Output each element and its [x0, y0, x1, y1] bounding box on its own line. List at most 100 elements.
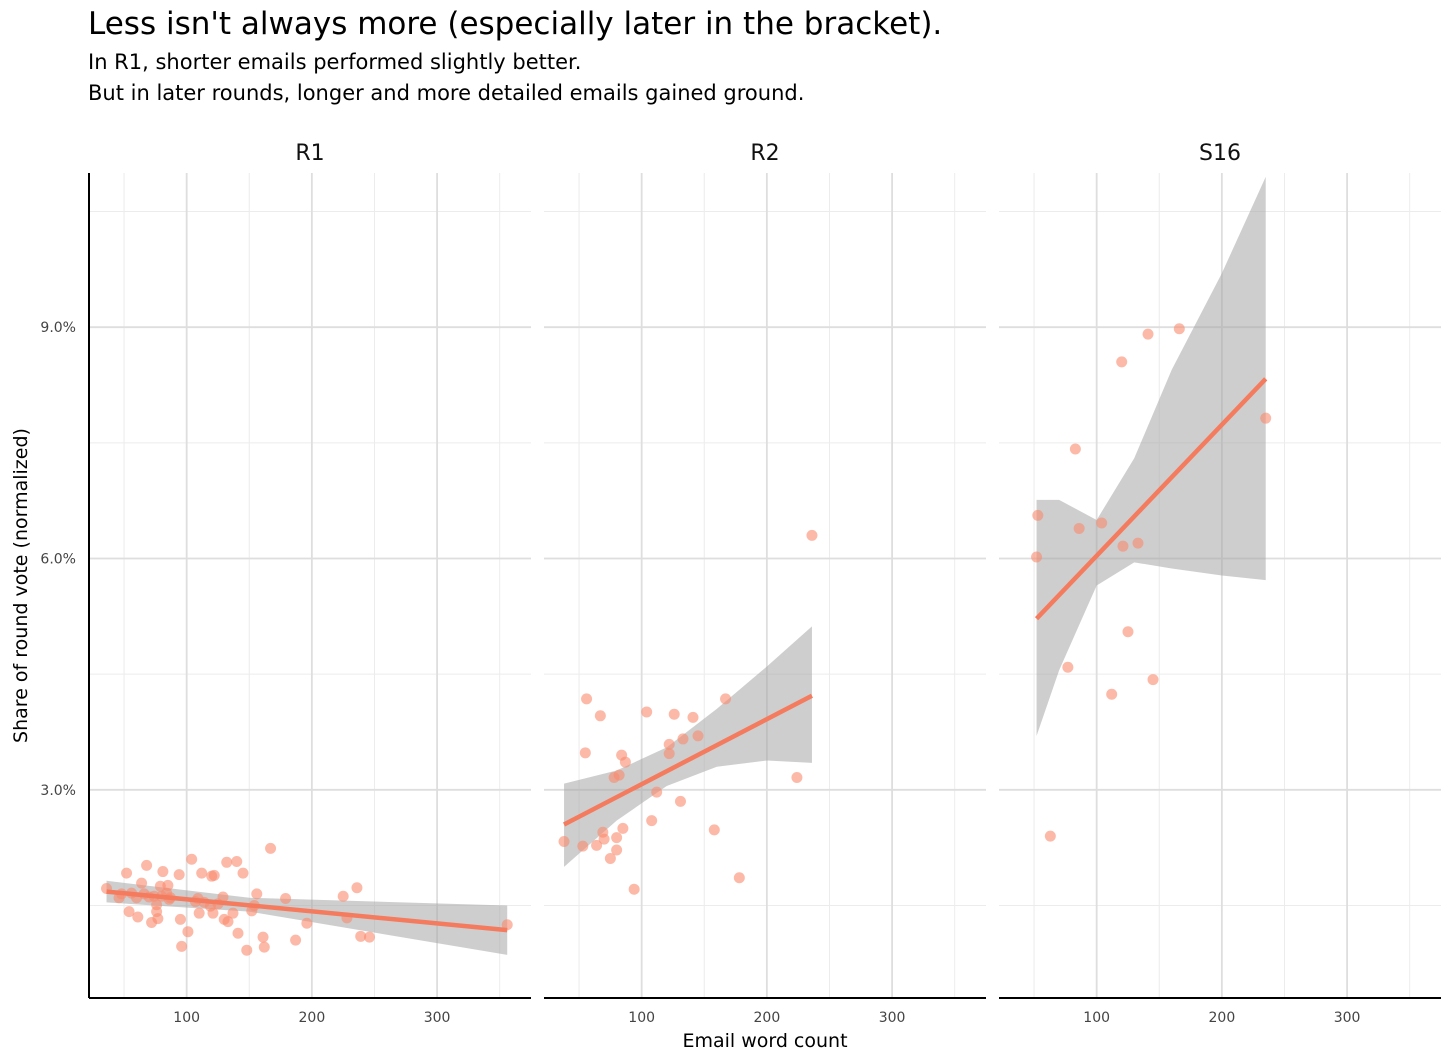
data-point-r2: [617, 822, 629, 834]
data-point-r2: [720, 693, 732, 705]
x-tick-label: 200: [1209, 1010, 1236, 1026]
data-point-s16: [1173, 323, 1185, 335]
data-point-r1: [221, 856, 233, 868]
x-tick-label: 100: [1083, 1010, 1110, 1026]
data-point-r2: [594, 710, 606, 722]
data-point-r1: [208, 869, 220, 881]
data-point-r1: [258, 941, 270, 953]
x-tick-label: 200: [299, 1010, 326, 1026]
x-tick-label: 100: [628, 1010, 655, 1026]
facet-label-r1: R1: [295, 141, 324, 166]
data-point-r2: [611, 844, 623, 856]
confidence-band-s16: [1036, 176, 1266, 736]
data-point-r1: [237, 867, 249, 879]
data-point-r1: [290, 934, 302, 946]
data-point-r2: [641, 706, 653, 718]
data-point-r2: [733, 872, 745, 884]
facet-label-r2: R2: [750, 141, 779, 166]
data-point-r1: [176, 940, 188, 952]
chart-title: Less isn't always more (especially later…: [88, 6, 943, 42]
x-axis-title: Email word count: [682, 1030, 847, 1052]
data-point-r2: [619, 756, 631, 768]
trend-line-s16: [1034, 377, 1268, 621]
data-point-r2: [663, 738, 675, 750]
y-tick-label: 9.0%: [40, 320, 76, 336]
data-point-s16: [1260, 412, 1272, 424]
data-point-s16: [1132, 537, 1144, 549]
x-tick-label: 100: [173, 1010, 200, 1026]
data-point-r1: [241, 944, 253, 956]
data-point-r1: [265, 842, 277, 854]
data-point-r1: [351, 882, 363, 894]
data-point-r2: [611, 832, 623, 844]
data-point-s16: [1122, 626, 1134, 638]
data-point-s16: [1147, 674, 1159, 686]
data-point-r1: [186, 853, 198, 865]
data-point-r2: [579, 747, 591, 759]
data-point-r1: [152, 913, 164, 925]
data-point-r1: [363, 931, 375, 943]
data-point-r2: [558, 835, 570, 847]
chart-subtitle-line-2: But in later rounds, longer and more det…: [88, 81, 805, 105]
data-point-r2: [687, 711, 699, 723]
data-point-r1: [173, 869, 185, 881]
data-point-r1: [355, 930, 367, 942]
x-tick-label: 200: [754, 1010, 781, 1026]
x-tick-label: 300: [1334, 1010, 1361, 1026]
x-tick-label: 300: [424, 1010, 451, 1026]
data-point-r1: [193, 907, 205, 919]
y-axis-title: Share of round vote (normalized): [10, 428, 32, 743]
data-point-r1: [251, 888, 263, 900]
data-point-r2: [663, 748, 675, 760]
facet-label-s16: S16: [1199, 141, 1241, 166]
data-point-r1: [280, 893, 292, 905]
x-tick-label: 300: [879, 1010, 906, 1026]
data-point-r1: [151, 899, 163, 911]
trend-line-r1: [106, 889, 508, 933]
data-point-s16: [1062, 661, 1074, 673]
data-point-r2: [692, 730, 704, 742]
data-point-r2: [646, 815, 658, 827]
data-point-r2: [628, 883, 640, 895]
data-point-r1: [337, 890, 349, 902]
data-point-r1: [182, 926, 194, 938]
data-point-s16: [1142, 328, 1154, 340]
data-point-r1: [123, 906, 135, 918]
data-point-r1: [232, 927, 244, 939]
data-point-r1: [174, 913, 186, 925]
trend-line-r2: [562, 693, 813, 827]
data-point-r1: [136, 877, 148, 889]
data-point-r1: [121, 867, 133, 879]
data-point-r2: [806, 529, 818, 541]
data-point-s16: [1032, 509, 1044, 521]
data-point-r2: [668, 708, 680, 720]
data-point-r2: [651, 786, 663, 798]
confidence-band-r2: [564, 626, 812, 867]
data-point-r2: [677, 733, 689, 745]
data-point-r1: [217, 891, 229, 903]
data-point-r2: [791, 771, 803, 783]
y-tick-label: 6.0%: [40, 552, 76, 568]
data-point-r2: [591, 839, 603, 851]
data-point-r1: [132, 911, 144, 923]
data-point-s16: [1106, 688, 1118, 700]
data-point-r1: [257, 931, 269, 943]
data-point-s16: [1117, 540, 1129, 552]
data-point-r1: [162, 879, 174, 891]
data-point-s16: [1044, 830, 1056, 842]
y-tick-label: 3.0%: [40, 783, 76, 799]
data-point-r1: [301, 917, 313, 929]
data-point-r1: [222, 916, 234, 928]
data-point-r1: [196, 867, 208, 879]
data-point-s16: [1031, 551, 1043, 563]
data-point-r2: [577, 840, 589, 852]
data-point-s16: [1069, 443, 1081, 455]
data-point-r2: [708, 824, 720, 836]
data-point-r2: [613, 769, 625, 781]
data-point-r1: [501, 919, 513, 931]
data-point-s16: [1096, 517, 1108, 529]
data-point-r2: [674, 795, 686, 807]
data-point-r1: [207, 907, 219, 919]
data-point-s16: [1116, 356, 1128, 368]
